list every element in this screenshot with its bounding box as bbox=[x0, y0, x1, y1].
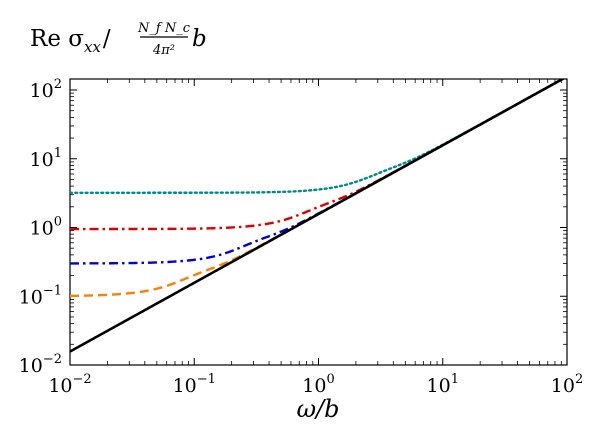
title-subscript: xx bbox=[84, 38, 101, 56]
x-tick-label: 10−2 bbox=[48, 372, 91, 397]
x-tick-label: 102 bbox=[551, 372, 583, 397]
x-tick-labels: 10−2 10−1 100 101 102 bbox=[48, 372, 583, 397]
y-tick-label: 102 bbox=[30, 77, 62, 102]
title-suffix: b bbox=[192, 26, 207, 52]
axis-ticks bbox=[69, 79, 568, 366]
y-tick-label: 101 bbox=[30, 146, 62, 171]
y-tick-label: 10−1 bbox=[19, 283, 62, 308]
svg-text:Re σxx/: Re σxx/ bbox=[30, 26, 111, 56]
series-line-3 bbox=[70, 79, 566, 231]
y-tick-label: 100 bbox=[30, 215, 62, 240]
y-tick-label: 10−2 bbox=[19, 352, 62, 377]
chart-title: Re σxx/ N_f N_c 4π² b bbox=[30, 21, 207, 58]
y-tick-labels: 10−2 10−1 100 101 102 bbox=[19, 77, 62, 377]
series-line-1 bbox=[70, 79, 566, 298]
title-denominator: 4π² bbox=[152, 43, 175, 58]
title-prefix: Re σ bbox=[30, 26, 84, 52]
title-slash: / bbox=[103, 26, 111, 52]
x-tick-label: 10−1 bbox=[173, 372, 216, 397]
plot-frame bbox=[69, 78, 568, 366]
series-line-0 bbox=[70, 79, 566, 353]
title-numerator: N_f N_c bbox=[137, 21, 191, 36]
x-tick-label: 100 bbox=[302, 372, 334, 397]
x-axis-label: ω/b bbox=[296, 395, 339, 423]
series-lines bbox=[70, 79, 566, 353]
x-tick-label: 101 bbox=[427, 372, 459, 397]
series-line-2 bbox=[70, 79, 566, 265]
series-line-4 bbox=[70, 79, 566, 194]
